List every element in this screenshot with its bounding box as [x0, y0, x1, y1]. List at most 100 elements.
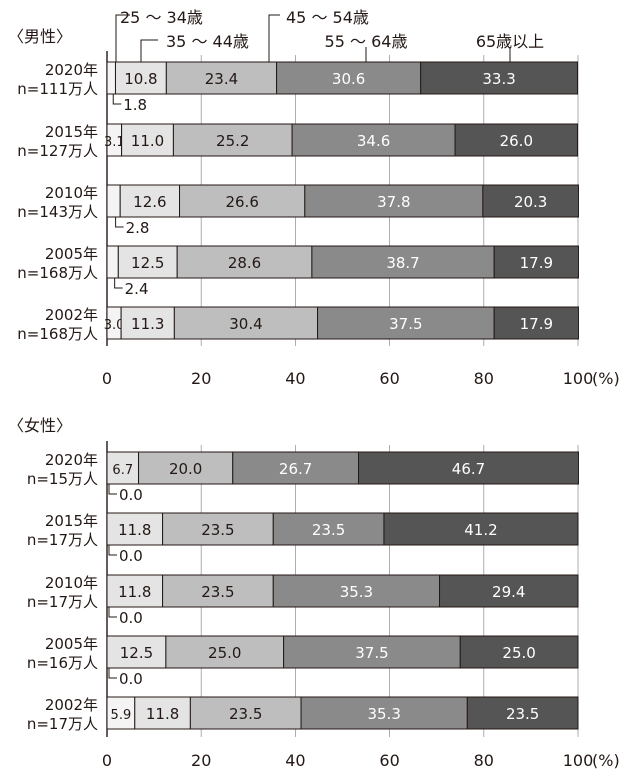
bar-segment-2 [162, 574, 274, 608]
data-label: 23.5 [201, 521, 234, 539]
data-label: 12.5 [131, 254, 164, 272]
data-label: 11.8 [118, 521, 151, 539]
category-n-label: n=17万人 [27, 715, 98, 733]
x-tick-label: 20 [191, 751, 211, 770]
data-label: 37.5 [389, 315, 422, 333]
legend-label-3: 55 ～ 64歳 [325, 32, 408, 51]
category-year-label: 2002年 [45, 696, 98, 714]
data-label: 25.0 [208, 644, 241, 662]
bar-segment-3 [283, 635, 461, 669]
legend-label-1: 35 ～ 44歳 [166, 32, 249, 51]
data-label: 23.5 [201, 583, 234, 601]
data-label: 29.4 [492, 583, 525, 601]
data-label: 46.7 [452, 460, 485, 478]
category-year-label: 2010年 [45, 184, 98, 202]
data-label: 33.3 [482, 70, 515, 88]
data-label: 17.9 [520, 315, 553, 333]
data-label: 3.1 [104, 135, 125, 150]
category-n-label: n=17万人 [27, 593, 98, 611]
data-label: 11.0 [131, 132, 164, 150]
leader-line [108, 545, 117, 556]
data-label: 38.7 [386, 254, 419, 272]
legend-label-2: 45 ～ 54歳 [286, 8, 369, 27]
data-label: 6.7 [112, 463, 133, 478]
legend-label-4: 65歳以上 [476, 32, 544, 51]
data-label: 30.6 [332, 70, 365, 88]
bar-segment-3 [300, 696, 468, 730]
x-tick-label: 100 [563, 369, 594, 388]
data-label-outside: 2.8 [126, 219, 150, 237]
leader-line [108, 668, 117, 679]
bar-segment-3 [276, 61, 422, 95]
data-label: 12.6 [133, 193, 166, 211]
data-label: 3.0 [104, 318, 125, 333]
bar-segment-1 [106, 574, 164, 608]
x-unit-label: (%) [592, 751, 620, 770]
category-year-label: 2010年 [45, 574, 98, 592]
data-label-outside: 2.4 [125, 280, 149, 298]
data-label-outside: 1.8 [123, 96, 147, 114]
leader-line [114, 278, 123, 289]
bar-segment-0 [106, 245, 119, 279]
legend-label-0: 25 ～ 34歳 [120, 8, 203, 27]
bar-segment-1 [120, 306, 175, 340]
data-label: 11.8 [118, 583, 151, 601]
data-label: 23.5 [506, 705, 539, 723]
bar-segment-3 [304, 184, 484, 218]
leader-line [108, 484, 117, 495]
data-label: 23.5 [312, 521, 345, 539]
data-label: 26.0 [500, 132, 533, 150]
x-tick-label: 80 [474, 751, 494, 770]
data-label: 12.5 [120, 644, 153, 662]
bar-segment-2 [176, 245, 313, 279]
category-n-label: n=16万人 [27, 654, 98, 672]
bar-segment-2 [162, 512, 274, 546]
bar-segment-4 [420, 61, 579, 95]
x-tick-label: 60 [379, 369, 399, 388]
category-year-label: 2020年 [45, 61, 98, 79]
category-year-label: 2020年 [45, 451, 98, 469]
category-n-label: n=143万人 [17, 203, 98, 221]
data-label: 35.3 [367, 705, 400, 723]
bar-segment-1 [134, 696, 191, 730]
data-label: 35.3 [340, 583, 373, 601]
data-label: 20.0 [169, 460, 202, 478]
data-label: 25.2 [216, 132, 249, 150]
x-tick-label: 40 [285, 369, 305, 388]
data-label: 5.9 [111, 708, 132, 723]
data-label: 41.2 [464, 521, 497, 539]
data-label: 17.9 [520, 254, 553, 272]
category-n-label: n=17万人 [27, 531, 98, 549]
bar-segment-2 [179, 184, 306, 218]
bar-segment-0 [106, 61, 116, 95]
category-n-label: n=168万人 [17, 264, 98, 282]
x-tick-label: 20 [191, 369, 211, 388]
data-label: 20.3 [514, 193, 547, 211]
data-label: 34.6 [357, 132, 390, 150]
data-label: 25.0 [502, 644, 535, 662]
bar-segment-4 [493, 245, 579, 279]
bar-segment-2 [189, 696, 302, 730]
panel-label: 〈女性〉 [8, 416, 72, 435]
category-year-label: 2005年 [45, 245, 98, 263]
category-n-label: n=127万人 [17, 142, 98, 160]
bar-segment-4 [482, 184, 579, 218]
bar-segment-2 [165, 61, 278, 95]
legend-leader-line [115, 14, 130, 62]
x-tick-label: 80 [474, 369, 494, 388]
bar-segment-3 [311, 245, 495, 279]
data-label: 37.5 [355, 644, 388, 662]
x-tick-label: 60 [379, 751, 399, 770]
category-year-label: 2015年 [45, 123, 98, 141]
bar-segment-1 [114, 61, 167, 95]
data-label: 23.4 [205, 70, 238, 88]
category-n-label: n=111万人 [17, 80, 98, 98]
data-label: 26.6 [225, 193, 258, 211]
legend-leader-line [140, 39, 158, 62]
x-tick-label: 0 [102, 751, 112, 770]
data-label-outside: 0.0 [119, 609, 143, 627]
category-year-label: 2015年 [45, 512, 98, 530]
leader-line [112, 94, 122, 105]
